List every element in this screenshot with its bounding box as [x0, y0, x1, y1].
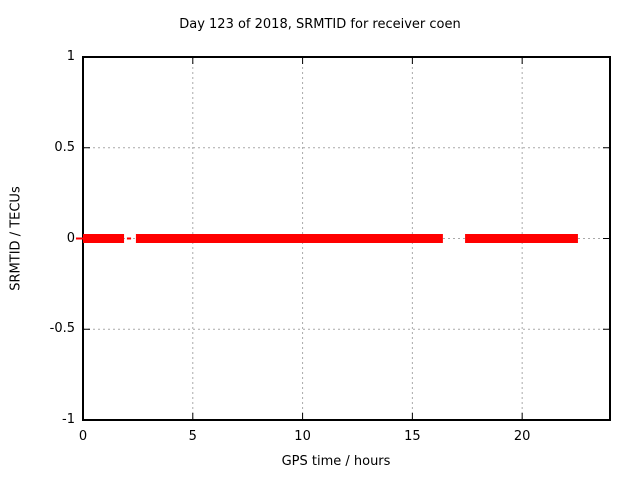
chart-title: Day 123 of 2018, SRMTID for receiver coe… [179, 17, 461, 32]
x-tick-label: 20 [513, 429, 531, 444]
x-tick-label: 15 [404, 429, 421, 444]
y-tick-label: -0.5 [49, 321, 75, 337]
x-tick-label: 0 [78, 429, 88, 444]
x-axis-label: GPS time / hours [281, 454, 391, 469]
y-tick-label: -1 [62, 412, 75, 427]
x-tick-label: 5 [188, 429, 197, 444]
y-tick-label: 0.5 [54, 139, 75, 155]
y-tick-label: 1 [66, 49, 75, 64]
x-tick-label: 10 [294, 429, 311, 444]
y-tick-label: 0 [66, 230, 75, 246]
